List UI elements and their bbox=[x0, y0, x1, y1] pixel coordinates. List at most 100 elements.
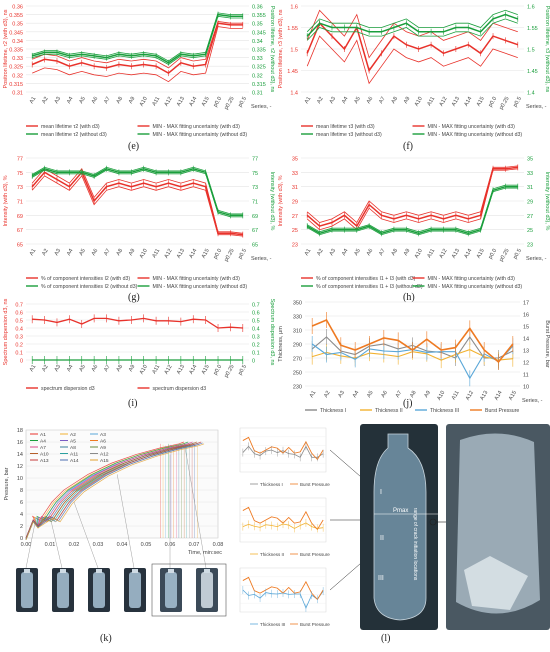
panel-label-g: (g) bbox=[128, 292, 140, 303]
legend-entry: Burst Pressure bbox=[485, 408, 519, 414]
series-line bbox=[31, 22, 243, 75]
x-tick-label: 0.02 bbox=[69, 542, 80, 548]
y-tick-label: 0.3 bbox=[15, 335, 23, 341]
x-tick-label: A13 bbox=[479, 390, 489, 401]
series-line bbox=[32, 317, 243, 329]
series-line bbox=[32, 12, 243, 62]
x-tick-label: A3 bbox=[54, 364, 63, 373]
series-line bbox=[306, 165, 518, 224]
x-tick-label: A13 bbox=[176, 96, 186, 107]
intensity-i1-i3-chart: 23 25 27 29 31 33 35 23 25 27 29 31 33 35 A1 A2 A3 A4 A5 A6… bbox=[278, 157, 550, 291]
y-tick-label: 1.4 bbox=[290, 91, 298, 97]
x-tick-label: A15 bbox=[476, 248, 486, 259]
x-tick-label: p0.5 bbox=[237, 364, 248, 376]
x-tick-label: p0.25 bbox=[224, 364, 236, 379]
x-tick-label: A14 bbox=[188, 248, 198, 259]
x-tick-label: A4 bbox=[352, 390, 361, 399]
x-tick-label: A5 bbox=[353, 248, 362, 257]
y-tick-label: 71 bbox=[17, 200, 23, 206]
x-tick-label: A3 bbox=[329, 248, 338, 257]
y2-tick-label: 0.5 bbox=[252, 319, 260, 325]
x-tick-label: A1 bbox=[309, 390, 318, 399]
y-tick-label: 25 bbox=[292, 228, 298, 234]
y2-tick-label: 33 bbox=[527, 171, 533, 177]
y2-tick-label: 1.55 bbox=[527, 26, 538, 32]
legend-entry: A5 bbox=[70, 439, 76, 445]
y-tick-label: 14 bbox=[17, 452, 23, 458]
y-tick-label: 75 bbox=[17, 171, 23, 177]
legend-entry: MIN - MAX fitting uncertainty (with d3) bbox=[153, 276, 241, 282]
y2-tick-label: 0.36 bbox=[252, 5, 263, 11]
x-tick-label: p0.0 bbox=[488, 96, 499, 108]
y2-tick-label: 0.2 bbox=[252, 343, 260, 349]
series-line bbox=[31, 168, 243, 234]
x-tick-label: A8 bbox=[116, 364, 125, 373]
legend-entry: Thickness III bbox=[430, 408, 459, 414]
y2-tick-label: 1.45 bbox=[527, 69, 538, 75]
legend-entry: MIN - MAX fitting uncertainty (with d3) bbox=[153, 124, 241, 130]
bottle-photo bbox=[124, 568, 146, 612]
x-tick-label: A3 bbox=[54, 96, 63, 105]
y-tick-label: 0.335 bbox=[9, 48, 23, 54]
series-line bbox=[31, 169, 243, 218]
x-tick-label: A11 bbox=[151, 364, 161, 375]
y-axis-label: Thickness, μm bbox=[278, 326, 284, 362]
y2-tick-label: 0.32 bbox=[252, 73, 263, 79]
y2-tick-label: 35 bbox=[527, 157, 533, 163]
x-tick-label: A7 bbox=[378, 96, 387, 105]
legend-entry: Burst Pressure bbox=[300, 482, 330, 487]
plot-area bbox=[25, 429, 219, 539]
y-tick-label: 0.4 bbox=[15, 327, 23, 333]
legend-entry: Thickness II bbox=[260, 552, 284, 557]
x-tick-label: A2 bbox=[316, 248, 325, 257]
x-tick-label: A12 bbox=[439, 96, 449, 107]
y-tick-label: 0.31 bbox=[12, 91, 23, 97]
x-tick-label: A4 bbox=[66, 364, 75, 373]
bottle-photo bbox=[16, 568, 38, 612]
x-tick-label: A5 bbox=[366, 390, 375, 399]
x-tick-label: A12 bbox=[164, 248, 174, 259]
y2-axis-label: Spectrum dispersion d3, ns bbox=[269, 299, 275, 366]
y2-tick-label: 71 bbox=[252, 200, 258, 206]
x-tick-label: A2 bbox=[323, 390, 332, 399]
y-tick-label: 0.325 bbox=[9, 65, 23, 71]
y-tick-label: 230 bbox=[293, 385, 302, 391]
legend-entry: A9 bbox=[100, 445, 106, 451]
lifetime-tau2-chart: 0.31 0.315 0.32 0.325 0.33 0.335 0.34 0.345 0.35… bbox=[3, 5, 275, 139]
x-tick-label: A13 bbox=[176, 248, 186, 259]
bottle-photo bbox=[160, 568, 182, 612]
legend-entry: MIN - MAX fitting uncertainty (with d3) bbox=[428, 124, 516, 130]
y2-tick-label: 12 bbox=[523, 361, 529, 367]
bottle-neck bbox=[96, 569, 102, 573]
x-tick-label: A11 bbox=[151, 96, 161, 107]
y-tick-label: 0.35 bbox=[12, 22, 23, 28]
y-tick-label: 0.355 bbox=[9, 13, 23, 19]
y-tick-label: 0.32 bbox=[12, 73, 23, 79]
legend-entry: A12 bbox=[100, 452, 109, 458]
y2-tick-label: 13 bbox=[523, 349, 529, 355]
x-tick-label: A7 bbox=[378, 248, 387, 257]
zone-label-iii: III bbox=[378, 575, 384, 582]
legend-entry: MIN - MAX fitting uncertainty (with d3) bbox=[428, 276, 516, 282]
y2-tick-label: 29 bbox=[527, 200, 533, 206]
series-line bbox=[31, 166, 243, 215]
bottle-shape bbox=[201, 572, 213, 608]
x-tick-label: A5 bbox=[353, 96, 362, 105]
x-tick-label: A15 bbox=[201, 248, 211, 259]
x-tick-label: 0.05 bbox=[141, 542, 152, 548]
y-tick-label: 0.1 bbox=[15, 351, 23, 357]
mini-thickness-chart: Thickness II Burst Pressure bbox=[239, 497, 330, 557]
legend-entry: A7 bbox=[40, 445, 46, 451]
x-tick-label: A7 bbox=[103, 96, 112, 105]
y-tick-label: 1.45 bbox=[287, 69, 298, 75]
y2-tick-label: 0.34 bbox=[252, 39, 263, 45]
legend-entry: % of component intensities I2 (without d… bbox=[41, 284, 138, 290]
zone-label-i: I bbox=[380, 489, 382, 496]
legend-entry: Thickness III bbox=[260, 622, 285, 627]
bottle-photo bbox=[196, 568, 218, 612]
y2-tick-label: 0.1 bbox=[252, 351, 260, 357]
x-tick-label: A11 bbox=[426, 248, 436, 259]
panel-label-f: (f) bbox=[403, 141, 413, 152]
x-tick-label: A15 bbox=[476, 96, 486, 107]
x-tick-label: A14 bbox=[463, 248, 473, 259]
